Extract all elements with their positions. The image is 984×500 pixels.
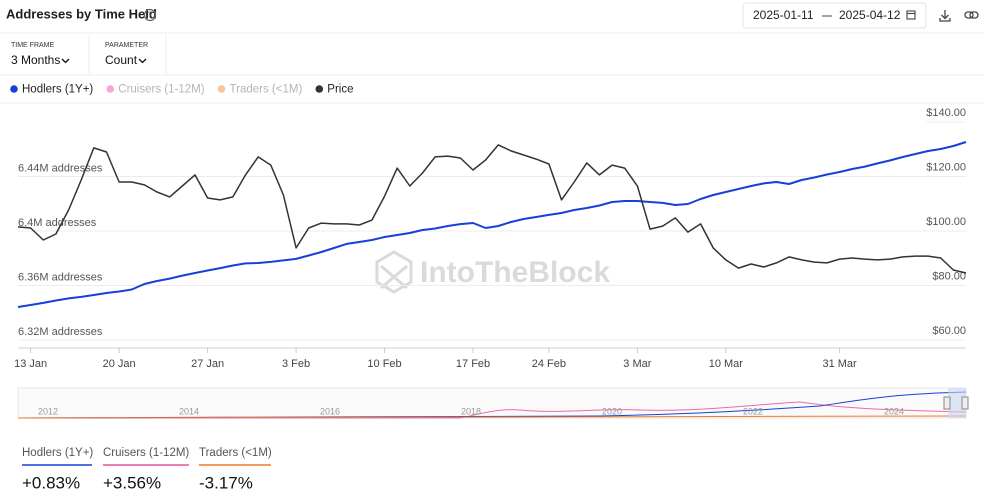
x-tick-label: 27 Jan bbox=[191, 358, 224, 370]
navigator[interactable] bbox=[17, 387, 967, 419]
control-label: PARAMETER bbox=[105, 42, 148, 49]
control-label: TIME FRAME bbox=[11, 42, 54, 49]
summary-change: +0.83% bbox=[22, 473, 80, 492]
calendar-body bbox=[906, 10, 916, 20]
link-left bbox=[964, 11, 974, 19]
legend-marker[interactable] bbox=[217, 85, 226, 93]
link-right bbox=[969, 11, 979, 19]
download-icon[interactable] bbox=[939, 10, 951, 22]
x-tick-label: 17 Feb bbox=[456, 358, 490, 370]
link-icon[interactable] bbox=[964, 11, 979, 19]
help-icon[interactable]: ? bbox=[143, 8, 157, 22]
start-date[interactable]: 2025-01-11 bbox=[753, 8, 814, 22]
control-value[interactable]: Count bbox=[105, 53, 138, 67]
y2-tick-label: $60.00 bbox=[932, 325, 966, 337]
navigator-line bbox=[17, 391, 967, 419]
y-tick-label: 6.32M addresses bbox=[18, 326, 103, 338]
y2-tick-label: $140.00 bbox=[926, 107, 966, 119]
navigator-year: 2018 bbox=[461, 406, 481, 416]
x-tick-label: 31 Mar bbox=[822, 358, 857, 370]
series-line bbox=[17, 144, 967, 274]
x-tick-label: 10 Feb bbox=[367, 358, 401, 370]
x-tick-label: 3 Mar bbox=[623, 358, 651, 370]
navigator-year: 2012 bbox=[38, 406, 58, 416]
watermark: IntoTheBlock bbox=[375, 250, 610, 294]
legend-marker[interactable] bbox=[10, 85, 18, 93]
x-tick-label: 10 Mar bbox=[709, 358, 744, 370]
legend-label[interactable]: Hodlers (1Y+) bbox=[22, 84, 93, 96]
legend-label[interactable]: Price bbox=[327, 84, 353, 96]
summary-name: Hodlers (1Y+) bbox=[22, 447, 93, 459]
x-tick-label: 13 Jan bbox=[14, 358, 47, 370]
help-circle bbox=[143, 8, 157, 22]
summary-name: Cruisers (1-12M) bbox=[103, 447, 189, 459]
y-tick-label: 6.4M addresses bbox=[18, 217, 97, 229]
x-tick-label: 3 Feb bbox=[282, 358, 310, 370]
watermark-logo-line bbox=[380, 264, 408, 290]
y2-tick-label: $80.00 bbox=[932, 270, 966, 282]
dropdown-caret[interactable] bbox=[61, 58, 70, 64]
navigator-year: 2020 bbox=[602, 406, 622, 416]
navigator-year: 2024 bbox=[884, 406, 904, 416]
legend-label[interactable]: Cruisers (1-12M) bbox=[118, 84, 204, 96]
watermark-logo bbox=[375, 250, 413, 294]
calendar-icon[interactable] bbox=[906, 10, 916, 20]
dropdown-caret[interactable] bbox=[138, 58, 147, 64]
download-tray bbox=[939, 18, 951, 22]
summary-name: Traders (<1M) bbox=[199, 447, 272, 459]
summary-change: +3.56% bbox=[103, 473, 161, 492]
navigator-line bbox=[18, 401, 967, 419]
navigator-year: 2022 bbox=[743, 406, 763, 416]
watermark-text: IntoTheBlock bbox=[420, 256, 610, 289]
download-arrow bbox=[941, 14, 949, 20]
y2-tick-label: $100.00 bbox=[926, 216, 966, 228]
navigator-year: 2014 bbox=[179, 406, 199, 416]
x-tick-label: 24 Feb bbox=[532, 358, 566, 370]
control-value[interactable]: 3 Months bbox=[11, 53, 60, 67]
date-range-box[interactable] bbox=[742, 2, 927, 29]
y-tick-label: 6.44M addresses bbox=[18, 162, 103, 174]
navigator-line bbox=[17, 415, 967, 419]
summary-change: -3.17% bbox=[199, 473, 253, 492]
page-title: Addresses by Time Held bbox=[6, 6, 157, 21]
legend-label[interactable]: Traders (<1M) bbox=[230, 84, 303, 96]
navigator-year: 2016 bbox=[320, 406, 340, 416]
navigator-handle[interactable] bbox=[943, 396, 951, 410]
y2-tick-label: $120.00 bbox=[926, 161, 966, 173]
navigator-selection[interactable] bbox=[948, 388, 966, 418]
navigator-handle[interactable] bbox=[961, 396, 969, 410]
series-line bbox=[17, 141, 967, 308]
y-tick-label: 6.36M addresses bbox=[18, 271, 103, 283]
legend-marker[interactable] bbox=[315, 85, 324, 93]
help-mark: ? bbox=[148, 11, 153, 20]
x-tick-label: 20 Jan bbox=[103, 358, 136, 370]
end-date[interactable]: 2025-04-12 bbox=[839, 8, 901, 22]
legend-marker[interactable] bbox=[106, 85, 115, 93]
